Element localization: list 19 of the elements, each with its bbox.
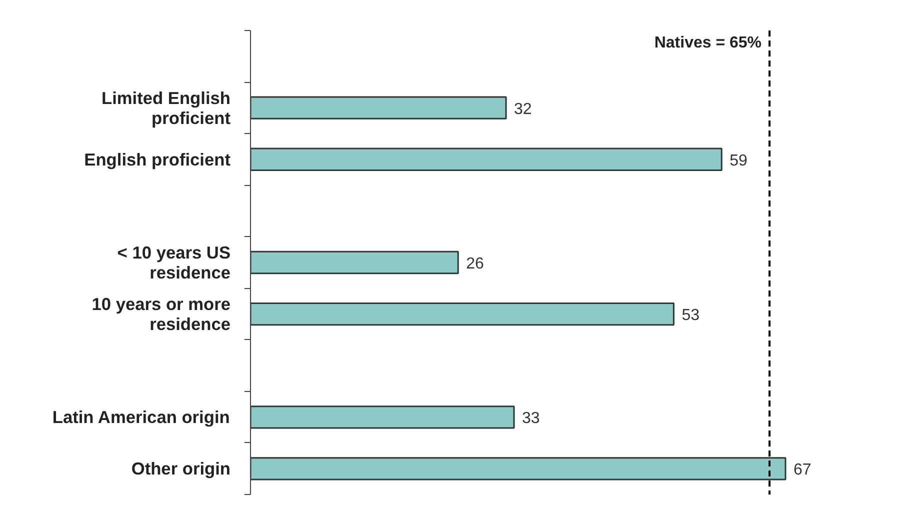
bar [250, 148, 722, 171]
bar [250, 96, 507, 120]
data-label: 26 [466, 256, 484, 272]
y-tick-label: < 10 years US residence [117, 242, 231, 282]
y-tick-label: Limited English proficient [101, 88, 231, 128]
data-label: 67 [794, 462, 812, 479]
y-tick-label: 10 years or more residence [92, 294, 231, 334]
data-label: 33 [522, 410, 540, 428]
bar [250, 406, 515, 429]
data-label: 53 [682, 307, 700, 324]
bar [250, 250, 459, 274]
data-label: 59 [730, 152, 748, 170]
bar [250, 302, 674, 326]
bar [250, 457, 786, 480]
data-label: 32 [514, 100, 532, 118]
y-tick-label: Other origin [131, 458, 230, 479]
y-tick-label: Latin American origin [52, 407, 230, 428]
ref-line-label: Natives = 65% [654, 34, 762, 52]
y-tick-label: English proficient [84, 149, 231, 170]
